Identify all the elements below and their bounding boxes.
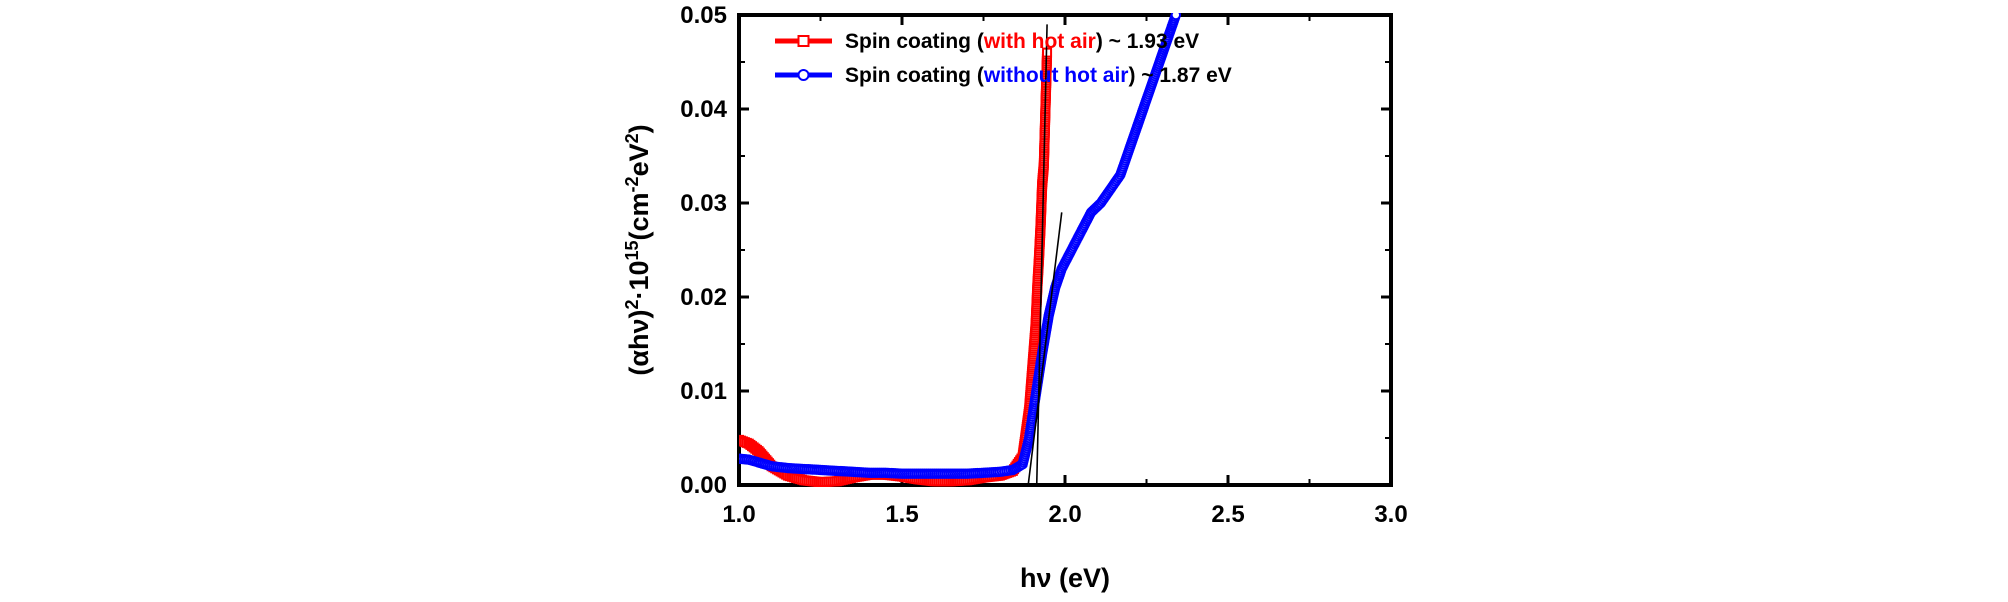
y-axis-title-part: ) <box>624 124 654 133</box>
legend-label-prefix: Spin coating ( <box>845 30 984 53</box>
fit-line-tangent-without-hot-air <box>1027 212 1063 487</box>
x-tick-label: 2.0 <box>1048 501 1081 528</box>
x-tick-label: 2.5 <box>1211 501 1244 528</box>
legend-label-colored: without hot air <box>983 64 1129 87</box>
legend-label: Spin coating (with hot air) ~ 1.93 eV <box>845 30 1199 53</box>
x-tick-label: 1.5 <box>885 501 918 528</box>
y-axis-title-superscript: -2 <box>622 176 642 192</box>
data-layer <box>739 13 1182 487</box>
data-point <box>1170 13 1182 21</box>
y-tick-label: 0.04 <box>680 96 727 123</box>
y-tick-label: 0.00 <box>680 472 727 499</box>
legend-label-suffix: ) ~ 1.93 eV <box>1096 30 1199 53</box>
y-axis-title-part: (cm <box>624 192 654 240</box>
x-tick-label: 3.0 <box>1374 501 1407 528</box>
legend-marker <box>797 69 810 81</box>
legend-label-prefix: Spin coating ( <box>845 64 984 87</box>
y-axis-title-part: ·10 <box>624 260 654 299</box>
y-tick-label: 0.03 <box>680 190 727 217</box>
fit-line-tangent-with-hot-air <box>1035 24 1048 487</box>
x-tick-label: 1.0 <box>722 501 755 528</box>
legend-label-colored: with hot air <box>983 30 1096 53</box>
series-with-hot-air <box>739 47 1053 487</box>
y-axis-title-superscript: 2 <box>622 133 642 143</box>
y-tick-label: 0.01 <box>680 378 727 405</box>
legend-label: Spin coating (without hot air) ~ 1.87 eV <box>845 64 1232 87</box>
y-axis-title-part: (αhν) <box>624 310 654 376</box>
legend: Spin coating (with hot air) ~ 1.93 eVSpi… <box>775 30 1232 87</box>
y-axis-title: (αhν)2·1015(cm-2eV2) <box>622 124 654 375</box>
y-axis-title-superscript: 15 <box>622 240 642 260</box>
legend-marker <box>797 35 810 47</box>
legend-label-suffix: ) ~ 1.87 eV <box>1128 64 1231 87</box>
y-tick-label: 0.02 <box>680 284 727 311</box>
x-axis-title: hν (eV) <box>1020 563 1110 593</box>
y-axis-title-part: eV <box>624 143 654 176</box>
y-tick-label: 0.05 <box>680 2 727 29</box>
y-axis-title-superscript: 2 <box>622 300 642 310</box>
